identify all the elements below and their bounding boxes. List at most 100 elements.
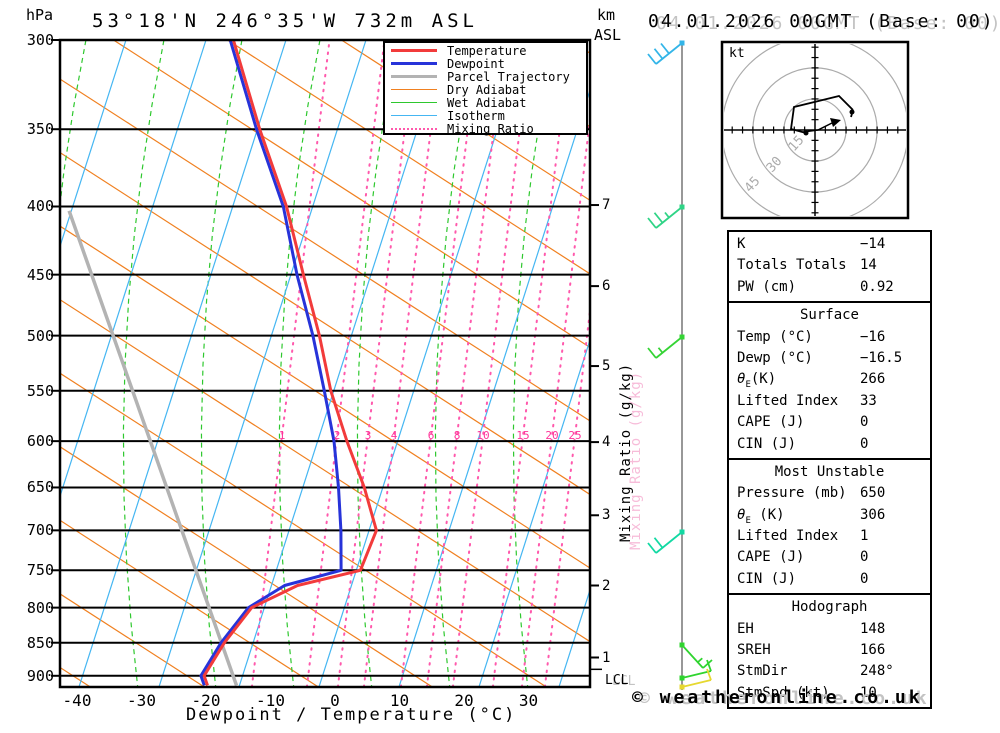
table-section-title: Hodograph [791,599,868,616]
datetime-title-ghost: 04.01.2026 00GMT (Base: 00) [656,13,1000,34]
table-row-value: 0 [860,570,869,587]
table-row-value: 0 [860,549,869,566]
mixing-ratio-value-label: 2 [333,429,341,442]
index-tables: K −14 Totals Totals 14 PW (cm) 0.92 Surface Tem… [727,230,932,710]
wind-barb [647,529,685,554]
table-row-label: θE(K) [737,371,777,391]
temperature-tick-label: -10 [256,691,285,710]
table-row: θE(K) 266 [729,369,930,390]
legend-line-sample [391,102,437,103]
legend-item: Wet Adiabat [391,96,586,109]
pressure-tick-label: 600 [26,432,54,451]
table-row: StmSpd (kt) 10 [729,683,930,704]
table-row-label: PW (cm) [737,278,797,295]
pressure-tick-label: 650 [26,478,54,497]
hodograph-trace [790,95,854,134]
table-row-label: K [737,236,746,252]
page-title: 53°18'N 246°35'W 732m ASL [92,10,478,32]
temperature-tick-label: 20 [454,691,474,710]
temperature-tick-label: 30 [518,691,539,710]
km-tick-label: 3 [602,507,611,524]
pressure-unit-label: hPa [26,6,54,24]
table-row-label: Lifted Index [737,392,839,409]
table-row: Pressure (mb) 650 [729,483,930,504]
pressure-tick-label: 900 [26,666,54,685]
table-row-label: Pressure (mb) [737,485,847,502]
legend-item: Isotherm [391,109,586,122]
pressure-tick-label: 850 [26,633,54,652]
table-row: EH 148 [729,619,930,640]
table-row-label: CAPE (J) [737,414,805,431]
wind-barb [679,668,712,690]
index-table-section: Most Unstable Pressure (mb) 650 θE (K) 306 Li… [727,457,932,596]
pressure-tick-label: 300 [26,31,54,49]
table-row-label: Totals Totals [737,257,847,274]
table-row-label: CIN (J) [737,570,797,587]
table-row-value: 0.92 [860,278,894,295]
table-row: Totals Totals 14 [729,255,930,276]
table-row-label: Dewp (°C) [737,349,813,366]
table-row-value: −14 [860,236,886,252]
storm-motion-vector [802,122,833,133]
temperature-tick-label: -40 [62,691,92,710]
legend-line-sample [391,127,437,130]
table-row-value: 306 [860,506,886,523]
table-row-value: 14 [860,257,877,274]
table-row-value: 248° [860,663,894,680]
km-tick-label: 2 [602,577,611,594]
x-axis-title: Dewpoint / Temperature (°C) [186,705,517,725]
wind-barb [679,642,713,669]
mixing-ratio-axis-label: Mixing Ratio (g/kg) [618,362,634,542]
table-row: θE (K) 306 [729,505,930,526]
table-row-label: StmDir [737,663,788,680]
km-tick-label: 5 [602,358,611,375]
legend-item-label: Dewpoint [447,56,505,71]
table-row-value: 148 [860,620,886,637]
table-row: Dewp (°C) −16.5 [729,348,930,369]
lcl-label: LCL [605,673,629,688]
table-section-title: Surface [799,307,859,324]
temperature-tick-label: 0 [330,691,340,710]
table-row-label: CIN (J) [737,435,797,452]
table-row-label: EH [737,620,754,637]
table-row-value: 0 [860,414,869,431]
pressure-tick-label: 700 [26,521,54,540]
table-row: CAPE (J) 0 [729,547,930,568]
table-row-value: −16.5 [860,349,903,366]
mixing-ratio-value-label: 1 [278,429,286,442]
copyright: © weatheronline.co.uk [632,687,923,708]
pressure-tick-label: 550 [26,381,54,400]
table-row: Temp (°C) −16 [729,327,930,348]
altitude-unit-km: km [597,6,616,24]
table-row: Lifted Index 33 [729,391,930,412]
table-row: K −14 [729,234,930,255]
km-tick-label: 4 [602,434,611,451]
legend-item-label: Wet Adiabat [447,95,527,110]
legend-line-sample [391,89,437,90]
altitude-unit-asl: ASL [594,26,622,44]
mixing-ratio-value-label: 15 [516,429,530,442]
legend-item: Mixing Ratio [391,122,586,135]
table-row-label: CAPE (J) [737,549,805,566]
legend-line-sample [391,62,437,65]
legend-item: Parcel Trajectory [391,70,586,83]
table-row: Lifted Index 1 [729,526,930,547]
hodograph-unit-label: kt [729,46,745,61]
legend: Temperature Dewpoint Parcel Trajectory Dry … [383,41,588,135]
mixing-ratio-value-label: 4 [390,429,398,442]
temperature-tick-label: 10 [389,691,410,710]
table-row: SREH 166 [729,640,930,661]
skewt-background [60,40,590,687]
km-tick-label: 6 [602,278,611,295]
index-table-section: Hodograph EH 148 SREH 166 StmDir 248° StmSpd (k… [727,593,932,710]
pressure-tick-label: 350 [26,120,54,139]
pressure-tick-label: 800 [26,598,54,617]
pressure-tick-label: 500 [26,326,54,345]
table-row: CIN (J) 0 [729,569,930,590]
datetime-title: 04.01.2026 00GMT (Base: 00) [648,11,995,32]
legend-line-sample [391,75,437,78]
legend-line-sample [391,49,437,52]
legend-item-label: Temperature [447,43,527,58]
table-row-label: Temp (°C) [737,328,813,345]
